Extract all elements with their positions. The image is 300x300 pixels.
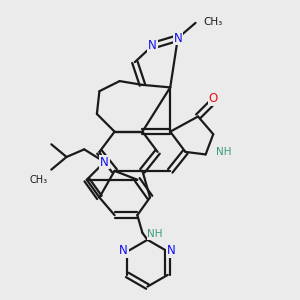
Text: N: N [119,244,128,257]
Text: CH₃: CH₃ [203,16,222,27]
Text: N: N [100,155,109,169]
Text: O: O [208,92,218,105]
Text: CH₃: CH₃ [29,175,48,185]
Text: N: N [167,244,176,257]
Text: NH: NH [216,147,231,157]
Text: NH: NH [147,229,163,239]
Text: N: N [173,32,182,45]
Text: N: N [148,39,157,52]
